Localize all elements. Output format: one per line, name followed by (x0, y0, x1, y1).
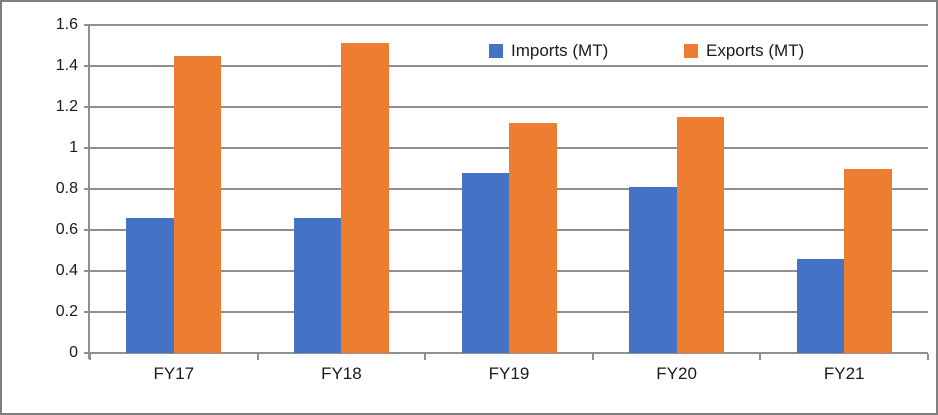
bar-imports-fy20[interactable] (629, 186, 677, 353)
y-axis-tick (84, 311, 90, 313)
legend-label: Imports (MT) (511, 41, 609, 60)
y-axis-tick (84, 147, 90, 149)
x-axis-tick (89, 354, 91, 360)
bar-exports-fy19[interactable] (509, 123, 557, 353)
legend-label: Exports (MT) (706, 41, 805, 60)
x-axis-label: FY18 (321, 364, 362, 383)
y-axis-label: 0 (69, 344, 78, 361)
y-axis-tick (84, 188, 90, 190)
y-axis-tick (84, 270, 90, 272)
bar-imports-fy21[interactable] (796, 258, 845, 353)
bar-exports-fy17[interactable] (173, 55, 222, 353)
gridline (90, 24, 928, 26)
x-axis-label: FY19 (488, 364, 530, 383)
y-axis-tick (84, 352, 90, 354)
gridline (90, 106, 928, 108)
y-axis-label: 1 (69, 139, 78, 156)
bar-imports-fy17[interactable] (126, 217, 174, 353)
y-axis-label: 1.2 (55, 98, 78, 115)
y-axis-tick (84, 65, 90, 67)
legend-swatch-icon (489, 44, 503, 58)
x-axis-tick (591, 354, 594, 360)
bar-imports-fy19[interactable] (461, 172, 509, 353)
y-axis-line (88, 25, 90, 359)
x-axis-tick (424, 354, 427, 360)
y-axis-label: 0.4 (55, 262, 78, 279)
bar-exports-fy21[interactable] (844, 168, 892, 353)
y-axis-tick (84, 229, 90, 231)
x-axis-tick (759, 354, 762, 360)
y-axis-tick (84, 106, 90, 108)
x-axis-line (88, 352, 928, 354)
x-axis-label: FY20 (656, 364, 697, 383)
bar-exports-fy18[interactable] (341, 43, 389, 353)
x-axis-label: FY17 (153, 364, 195, 383)
x-axis-label: FY21 (823, 364, 865, 383)
y-axis-label: 1.6 (55, 16, 78, 33)
y-axis-label: 0.8 (55, 180, 78, 197)
x-axis-tick (256, 354, 259, 360)
y-axis-label: 0.6 (55, 221, 78, 238)
bar-imports-fy18[interactable] (293, 217, 342, 353)
legend-item-exports[interactable]: Exports (MT) (684, 42, 804, 60)
x-axis-tick (927, 354, 929, 360)
legend-swatch-icon (684, 44, 698, 58)
legend-item-imports[interactable]: Imports (MT) (489, 42, 608, 60)
y-axis-label: 1.4 (55, 57, 78, 74)
y-axis-label: 0.2 (55, 303, 78, 320)
gridline (90, 65, 928, 67)
bar-exports-fy20[interactable] (676, 117, 725, 353)
y-axis-tick (84, 24, 90, 26)
